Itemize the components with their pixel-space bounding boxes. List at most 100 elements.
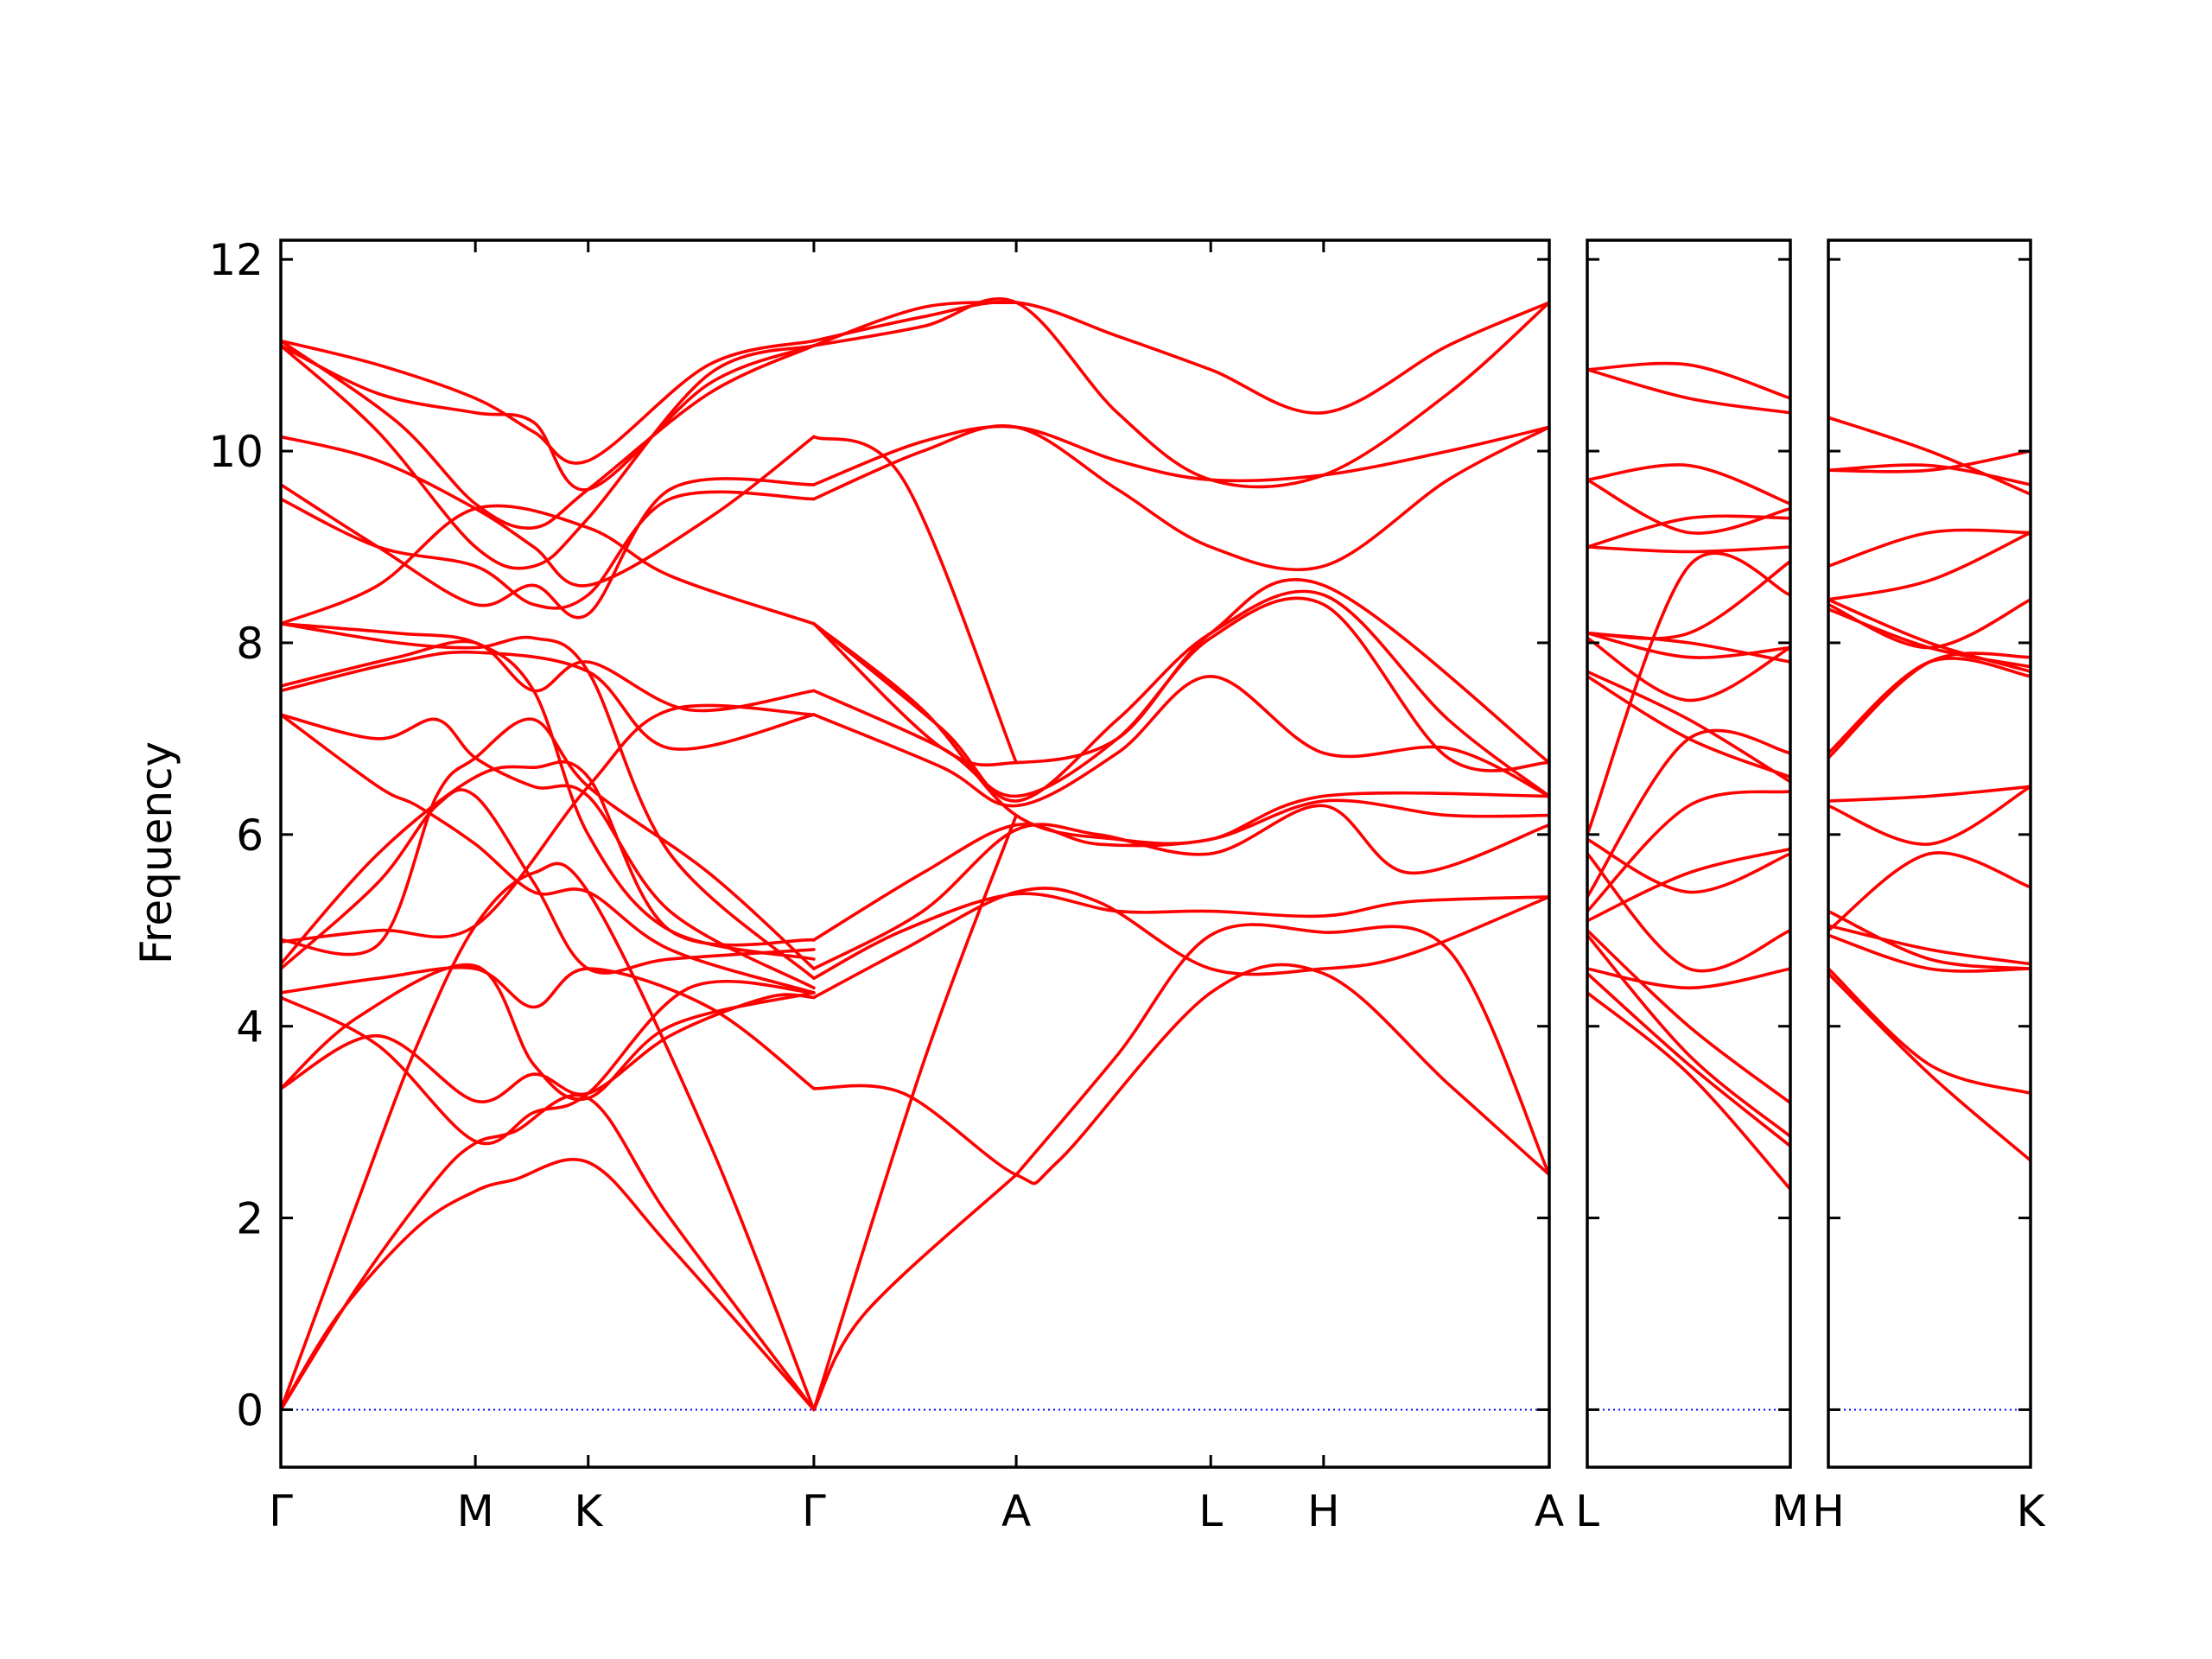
band-line <box>1828 909 2031 970</box>
band-line <box>281 979 816 1146</box>
band-line <box>281 504 816 626</box>
band-group <box>1828 416 2031 1162</box>
x-tick-label: M <box>1771 1486 1808 1536</box>
band-line <box>812 300 1549 415</box>
panel-frame <box>1586 238 1792 1469</box>
x-tick-label: H <box>1307 1486 1340 1536</box>
band-line <box>281 650 816 751</box>
band-line <box>1587 933 1790 1139</box>
band-line <box>281 344 816 492</box>
band-line <box>1587 636 1790 702</box>
band-line <box>1587 545 1790 554</box>
band-line <box>281 639 816 713</box>
band-line <box>1587 632 1790 659</box>
x-tick-label: K <box>2017 1486 2046 1536</box>
x-tick-label: L <box>1198 1486 1223 1536</box>
band-line <box>812 622 1549 846</box>
band-line <box>1828 531 2031 601</box>
band-group <box>281 297 1549 1412</box>
band-line <box>812 804 1549 970</box>
band-line <box>281 713 816 995</box>
band-line <box>1828 598 2031 650</box>
band-line <box>1828 933 2031 973</box>
band-line <box>1828 785 2031 803</box>
band-line <box>1587 551 1790 836</box>
band-line <box>812 589 1549 803</box>
band-line <box>1587 991 1790 1192</box>
band-line <box>281 993 816 1103</box>
band-line <box>812 596 1549 798</box>
band-line <box>1587 463 1790 505</box>
band-line <box>812 301 1018 347</box>
band-line <box>812 813 1018 1412</box>
band-line <box>1828 416 2031 496</box>
band-line <box>812 963 1549 1185</box>
y-tick-label: 4 <box>236 1002 264 1052</box>
band-line <box>812 435 1018 765</box>
x-tick-label: A <box>1001 1486 1031 1536</box>
band-line <box>281 622 816 961</box>
y-tick-label: 6 <box>236 810 264 861</box>
band-line <box>1828 528 2031 568</box>
band-line <box>281 477 816 620</box>
band-line <box>1828 449 2031 474</box>
band-line <box>1587 837 1790 894</box>
band-line <box>1828 971 2031 1162</box>
panel-frame <box>279 238 1551 1469</box>
band-line <box>1828 924 2031 966</box>
band-line <box>1587 670 1790 784</box>
band-line <box>281 1093 816 1412</box>
x-tick-label: A <box>1535 1486 1564 1536</box>
band-line <box>1587 790 1790 913</box>
band-line <box>1587 368 1790 415</box>
band-line <box>1587 929 1790 1105</box>
band-line <box>281 435 816 588</box>
y-tick-label: 0 <box>236 1385 264 1435</box>
band-line <box>1828 598 2031 673</box>
band-line <box>812 1173 1018 1412</box>
band-line <box>812 675 1549 808</box>
band-line <box>1014 923 1549 1177</box>
band-line <box>1587 971 1790 1148</box>
band-line <box>812 297 1549 489</box>
x-tick-label: H <box>1812 1486 1845 1536</box>
x-tick-label: L <box>1575 1486 1599 1536</box>
band-line <box>812 892 1549 980</box>
y-tick-label: 8 <box>236 619 264 669</box>
band-line <box>1587 728 1790 899</box>
band-line <box>812 798 1549 942</box>
band-line <box>281 339 816 465</box>
band-line <box>812 424 1549 572</box>
band-line <box>281 713 816 990</box>
band-line <box>281 717 816 970</box>
band-line <box>812 887 1549 1000</box>
band-line <box>812 424 1549 486</box>
band-line <box>1587 852 1790 973</box>
band-line <box>1587 478 1790 535</box>
band-line <box>281 622 816 980</box>
band-line <box>1828 652 2031 760</box>
y-axis-label: Frequency <box>131 741 181 964</box>
band-line <box>1828 657 2031 755</box>
y-tick-label: 10 <box>208 427 264 477</box>
band-line <box>1828 463 2031 486</box>
band-line <box>281 490 816 610</box>
band-line <box>1587 361 1790 400</box>
band-line <box>281 344 816 570</box>
x-tick-label: M <box>457 1486 494 1536</box>
x-tick-label: Γ <box>802 1486 826 1536</box>
band-line <box>1587 559 1790 640</box>
band-line <box>1828 851 2031 932</box>
band-group <box>1587 361 1790 1192</box>
band-line <box>1828 785 2031 846</box>
band-line <box>1587 675 1790 779</box>
band-line <box>1828 967 2031 1096</box>
band-line <box>1587 967 1790 990</box>
band-line <box>281 703 816 944</box>
y-tick-label: 12 <box>208 235 264 285</box>
band-line <box>281 788 816 975</box>
